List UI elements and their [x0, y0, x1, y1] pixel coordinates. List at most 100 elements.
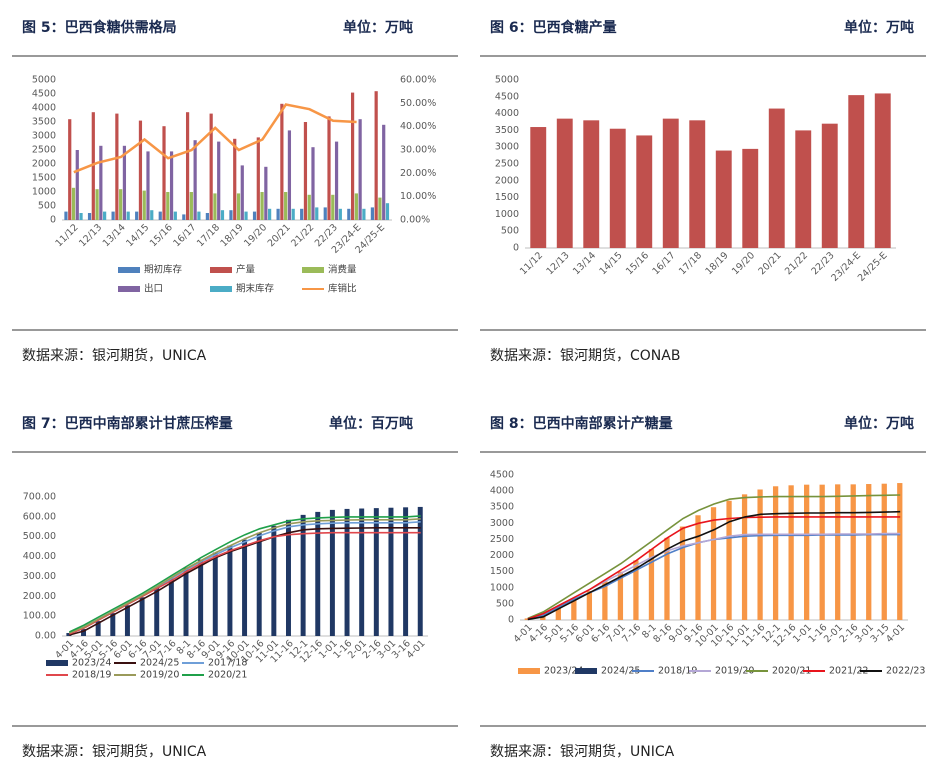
legend-label: 2019/20 [715, 666, 754, 677]
y2-tick-label: 30.00% [400, 145, 436, 156]
bar [173, 211, 177, 220]
bar [633, 560, 639, 620]
x-tick-label: 19/20 [730, 250, 757, 277]
x-tick-label: 16/17 [171, 222, 198, 249]
chart-title: 图 7：巴西中南部累计甘蔗压榨量 [22, 415, 233, 432]
legend-label: 2020/21 [772, 666, 811, 677]
legend-label: 2021/22 [829, 666, 868, 677]
bar [135, 211, 139, 220]
y-tick-label: 300.00 [23, 571, 56, 582]
bar [213, 193, 217, 220]
bar [138, 120, 143, 220]
bar [268, 208, 272, 220]
y-tick-label: 200.00 [23, 591, 56, 602]
bar [373, 508, 379, 636]
bar [768, 108, 785, 248]
bar [571, 599, 577, 620]
bar [385, 203, 390, 220]
y-tick-label: 400.00 [23, 551, 56, 562]
bar [193, 140, 197, 220]
bar [198, 559, 204, 636]
x-tick-label: 21/22 [783, 250, 810, 277]
y-tick-label: 4000 [490, 486, 514, 497]
bar [110, 613, 116, 636]
legend-label: 2020/21 [208, 670, 247, 681]
bar [146, 151, 150, 220]
bar [315, 511, 321, 636]
bar [300, 208, 304, 220]
bar [382, 124, 386, 220]
bar [229, 210, 233, 220]
bar [323, 207, 327, 220]
bar [260, 192, 264, 220]
y2-tick-label: 60.00% [400, 75, 436, 86]
legend-swatch [118, 286, 140, 292]
bar [555, 607, 561, 620]
bar [139, 597, 145, 636]
x-tick-label: 17/18 [677, 250, 704, 277]
bar [866, 484, 872, 620]
bar [788, 485, 794, 620]
bar [347, 208, 351, 220]
bar [242, 539, 248, 636]
bar [158, 211, 162, 220]
y-tick-label: 500.00 [23, 531, 56, 542]
bar [609, 128, 626, 248]
bar [81, 629, 87, 636]
y-tick-label: 1500 [495, 192, 519, 203]
legend-label: 2024/25 [601, 666, 640, 677]
bar [311, 147, 315, 220]
bar [185, 112, 190, 220]
y-tick-label: 2000 [32, 159, 56, 170]
bar [556, 118, 573, 248]
legend-label: 期初库存 [144, 264, 183, 276]
bar [689, 120, 706, 248]
unit-label: 单位：万吨 [343, 19, 413, 36]
bar [378, 197, 382, 220]
line-series [527, 510, 901, 621]
x-tick-label: 12/13 [77, 222, 104, 249]
y-tick-label: 3500 [495, 125, 519, 136]
line-series [73, 103, 357, 174]
bar [291, 208, 295, 220]
y-tick-label: 5000 [32, 75, 56, 86]
bar [636, 135, 653, 248]
bar [897, 483, 903, 620]
bar [524, 618, 530, 620]
legend-label: 2023/24 [72, 658, 111, 669]
y-tick-label: 5000 [495, 75, 519, 86]
bar [602, 581, 608, 620]
bar [329, 509, 335, 636]
legend-label: 库销比 [328, 283, 357, 295]
x-tick-label: 13/14 [571, 250, 598, 277]
bar [71, 187, 76, 220]
bar [233, 138, 237, 220]
bar [79, 213, 83, 220]
bar [68, 119, 72, 220]
bar [142, 190, 146, 220]
bar [821, 123, 838, 248]
y-tick-label: 3000 [490, 518, 514, 529]
legend-label: 产量 [236, 264, 256, 276]
y2-tick-label: 20.00% [400, 168, 436, 179]
bar [695, 515, 701, 620]
y-tick-label: 1500 [32, 173, 56, 184]
y-tick-label: 2000 [490, 550, 514, 561]
bar [303, 122, 308, 220]
x-tick-label: 15/16 [624, 250, 651, 277]
bar [64, 211, 68, 220]
x-tick-label: 20/21 [756, 250, 783, 277]
bar [103, 211, 107, 220]
chart-title: 图 6：巴西食糖产量 [490, 19, 617, 36]
bar [252, 211, 257, 220]
bar [757, 489, 763, 620]
y-tick-label: 3000 [495, 142, 519, 153]
bar [276, 208, 280, 220]
legend-swatch [575, 668, 597, 674]
legend-label: 2023/24 [544, 666, 583, 677]
bar [300, 514, 306, 636]
bar [227, 545, 233, 636]
legend-label: 2022/23 [886, 666, 925, 677]
y-tick-label: 2500 [490, 534, 514, 545]
x-tick-label: 14/15 [597, 250, 624, 277]
